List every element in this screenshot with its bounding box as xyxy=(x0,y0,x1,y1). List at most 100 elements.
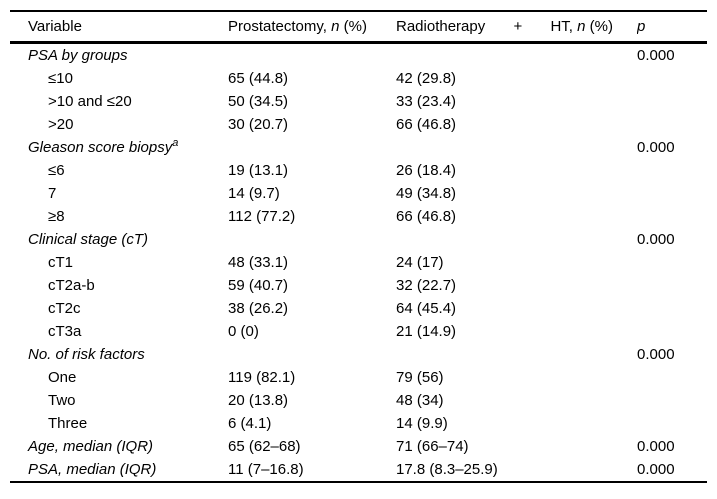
variable-cell: PSA by groups xyxy=(28,46,128,64)
table-row-gleason-score: Gleason score biopsya 0.000 xyxy=(10,136,707,159)
radiotherapy-cell xyxy=(396,228,637,251)
radiotherapy-cell: 33 (23.4) xyxy=(396,92,457,110)
variable-cell: Two xyxy=(48,391,76,409)
table-row-psa-by-groups: PSA by groups 0.000 xyxy=(10,42,707,67)
p-value-cell xyxy=(637,67,707,90)
variable-cell: Three xyxy=(48,414,88,432)
column-header-p: p xyxy=(637,17,646,35)
radiotherapy-cell: 48 (34) xyxy=(396,391,444,409)
variable-cell: ≥8 xyxy=(48,207,65,225)
table-row: >10 and ≤20 50 (34.5) 33 (23.4) xyxy=(10,90,707,113)
radiotherapy-cell: 14 (9.9) xyxy=(396,414,448,432)
prostatectomy-cell: 119 (82.1) xyxy=(228,368,296,386)
radiotherapy-cell: 32 (22.7) xyxy=(396,276,457,294)
table-row-clinical-stage: Clinical stage (cT) 0.000 xyxy=(10,228,707,251)
p-value-cell xyxy=(637,113,707,136)
radiotherapy-cell: 79 (56) xyxy=(396,368,444,386)
radiotherapy-cell xyxy=(396,136,637,159)
column-header-variable: Variable xyxy=(28,17,82,35)
prostatectomy-cell: 0 (0) xyxy=(228,322,259,340)
p-value-cell xyxy=(637,366,707,389)
radiotherapy-cell: 71 (66–74) xyxy=(396,437,469,455)
comparison-table: Variable Prostatectomy, n (%) Radiothera… xyxy=(10,10,707,483)
prostatectomy-cell: 48 (33.1) xyxy=(228,253,289,271)
p-value-cell: 0.000 xyxy=(637,437,675,455)
radiotherapy-cell: 49 (34.8) xyxy=(396,184,457,202)
variable-cell: ≤6 xyxy=(48,161,65,179)
prostatectomy-cell: 112 (77.2) xyxy=(228,207,296,225)
radiotherapy-cell: 66 (46.8) xyxy=(396,115,457,133)
table-header: Variable Prostatectomy, n (%) Radiothera… xyxy=(10,11,707,42)
variable-cell: >10 and ≤20 xyxy=(48,92,132,110)
table-row: cT2a-b 59 (40.7) 32 (22.7) xyxy=(10,274,707,297)
radiotherapy-cell xyxy=(396,42,637,67)
prostatectomy-cell xyxy=(228,343,396,366)
table-row: Three 6 (4.1) 14 (9.9) xyxy=(10,412,707,435)
footnote-marker: a xyxy=(172,136,179,149)
table-row-psa-median: PSA, median (IQR) 11 (7–16.8) 17.8 (8.3–… xyxy=(10,458,707,482)
prostatectomy-cell xyxy=(228,136,396,159)
prostatectomy-cell: 30 (20.7) xyxy=(228,115,289,133)
radiotherapy-cell: 42 (29.8) xyxy=(396,69,457,87)
variable-cell: One xyxy=(48,368,77,386)
p-value-cell: 0.000 xyxy=(637,460,675,478)
table-row: One 119 (82.1) 79 (56) xyxy=(10,366,707,389)
variable-cell: >20 xyxy=(48,115,74,133)
table-row: ≥8 112 (77.2) 66 (46.8) xyxy=(10,205,707,228)
plus-sign: + xyxy=(513,17,523,35)
prostatectomy-cell: 20 (13.8) xyxy=(228,391,289,409)
radiotherapy-header-justified: Radiotherapy + HT, n (%) xyxy=(396,17,613,35)
prostatectomy-cell: 6 (4.1) xyxy=(228,414,272,432)
table-row-risk-factors: No. of risk factors 0.000 xyxy=(10,343,707,366)
p-value-cell xyxy=(637,159,707,182)
p-value-cell: 0.000 xyxy=(637,345,675,363)
variable-cell: 7 xyxy=(48,184,57,202)
p-value-cell: 0.000 xyxy=(637,46,675,64)
table-row: Two 20 (13.8) 48 (34) xyxy=(10,389,707,412)
variable-cell: No. of risk factors xyxy=(28,345,145,363)
radiotherapy-cell xyxy=(396,343,637,366)
p-value-cell xyxy=(637,251,707,274)
variable-cell: Gleason score biopsya xyxy=(28,136,179,156)
p-value-cell xyxy=(637,389,707,412)
variable-cell: cT3a xyxy=(48,322,82,340)
variable-cell: PSA, median (IQR) xyxy=(28,460,157,478)
table-row: cT2c 38 (26.2) 64 (45.4) xyxy=(10,297,707,320)
table-row: cT1 48 (33.1) 24 (17) xyxy=(10,251,707,274)
p-value-cell xyxy=(637,320,707,343)
prostatectomy-cell: 59 (40.7) xyxy=(228,276,289,294)
variable-cell: Age, median (IQR) xyxy=(28,437,154,455)
radiotherapy-cell: 64 (45.4) xyxy=(396,299,457,317)
p-value-cell xyxy=(637,205,707,228)
variable-cell: cT2c xyxy=(48,299,81,317)
variable-cell: cT1 xyxy=(48,253,74,271)
p-value-cell: 0.000 xyxy=(637,138,675,156)
table-row: cT3a 0 (0) 21 (14.9) xyxy=(10,320,707,343)
radiotherapy-cell: 26 (18.4) xyxy=(396,161,457,179)
table-body: PSA by groups 0.000 ≤10 65 (44.8) 42 (29… xyxy=(10,42,707,482)
p-value-cell xyxy=(637,274,707,297)
prostatectomy-cell: 50 (34.5) xyxy=(228,92,289,110)
header-row: Variable Prostatectomy, n (%) Radiothera… xyxy=(10,11,707,42)
table-row: 7 14 (9.7) 49 (34.8) xyxy=(10,182,707,205)
prostatectomy-cell: 65 (44.8) xyxy=(228,69,289,87)
table-row: ≤10 65 (44.8) 42 (29.8) xyxy=(10,67,707,90)
radiotherapy-cell: 24 (17) xyxy=(396,253,444,271)
prostatectomy-cell xyxy=(228,42,396,67)
prostatectomy-cell: 65 (62–68) xyxy=(228,437,301,455)
prostatectomy-cell: 11 (7–16.8) xyxy=(228,460,304,478)
radiotherapy-cell: 17.8 (8.3–25.9) xyxy=(396,460,498,478)
column-header-radiotherapy: Radiotherapy + HT, n (%) xyxy=(396,11,637,42)
variable-cell: Clinical stage (cT) xyxy=(28,230,149,248)
p-value-cell xyxy=(637,90,707,113)
table-row-age-median: Age, median (IQR) 65 (62–68) 71 (66–74) … xyxy=(10,435,707,458)
p-value-cell xyxy=(637,412,707,435)
prostatectomy-cell: 14 (9.7) xyxy=(228,184,280,202)
variable-cell: cT2a-b xyxy=(48,276,95,294)
variable-cell: ≤10 xyxy=(48,69,73,87)
p-value-cell xyxy=(637,182,707,205)
p-value-cell: 0.000 xyxy=(637,230,675,248)
prostatectomy-cell: 19 (13.1) xyxy=(228,161,289,179)
prostatectomy-cell xyxy=(228,228,396,251)
